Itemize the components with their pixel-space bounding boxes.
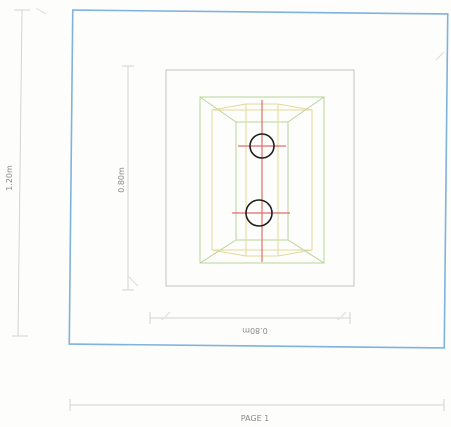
outer-frame — [68, 9, 449, 349]
circle-symbol-icon — [245, 199, 273, 227]
inner-height-dimension: 0.80m — [117, 65, 134, 291]
footer-label: PAGE 1 — [241, 414, 270, 423]
inner-width-label: 0.80m — [242, 326, 268, 335]
center-axis — [232, 100, 290, 262]
circle-symbol-icon — [249, 133, 275, 159]
inner-frame — [165, 69, 355, 287]
footer-dimension: PAGE 1 — [69, 399, 445, 423]
outer-height-label: 1.20m — [5, 165, 14, 191]
outer-height-dimension: 1.20m — [5, 9, 30, 337]
inner-width-dimension: 0.80m — [149, 312, 351, 335]
inner-height-label: 0.80m — [117, 167, 126, 193]
corner-marks — [35, 7, 445, 321]
